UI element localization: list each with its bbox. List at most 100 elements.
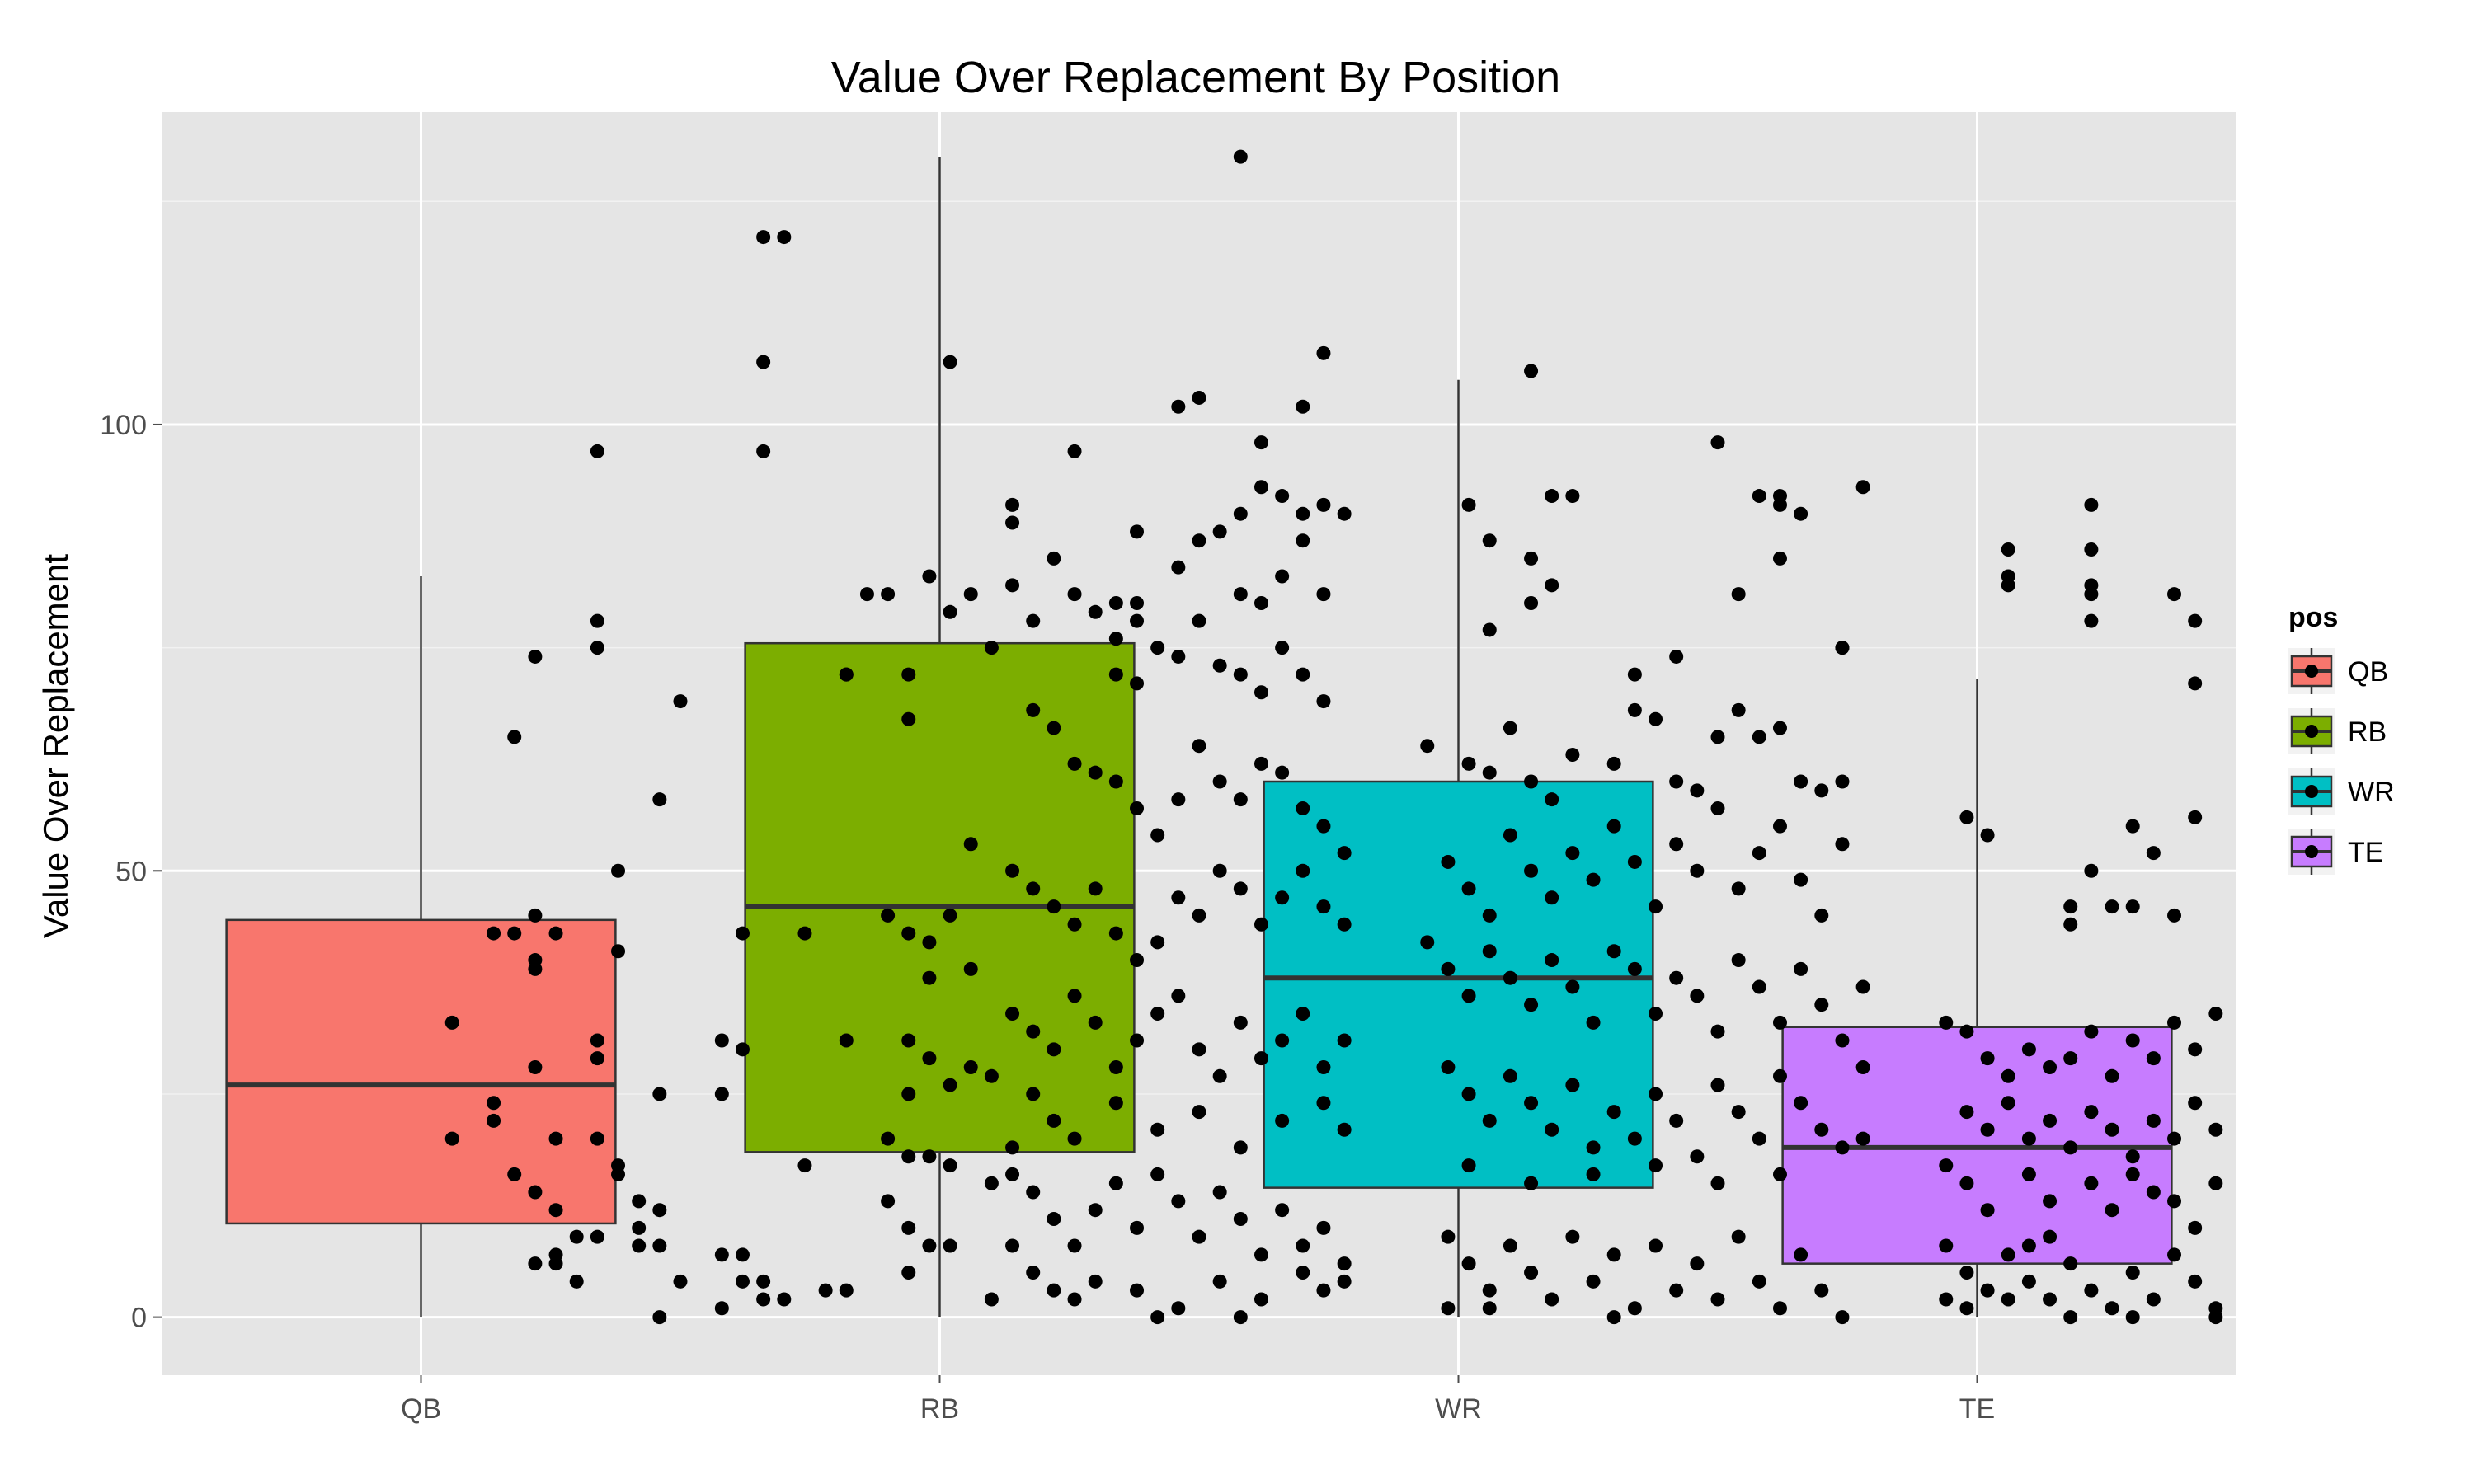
data-point-te [2105,1068,2119,1083]
data-point-te [2105,1122,2119,1137]
data-point-rb [1275,1203,1290,1218]
data-point-wr [1856,979,1870,994]
data-point-wr [1524,1265,1539,1280]
data-point-te [2021,1274,2036,1289]
data-point-qb [611,1167,626,1181]
data-point-rb [1296,399,1310,414]
data-point-wr [1752,979,1766,994]
data-point-qb [901,711,916,726]
data-point-wr [1690,863,1705,878]
data-point-qb [714,1301,729,1316]
data-point-qb [901,1220,916,1235]
data-point-te [1959,810,1974,824]
data-point-wr [1772,497,1787,512]
data-point-rb [1130,613,1145,628]
data-point-te [2167,1194,2182,1209]
data-point-wr [1524,551,1539,566]
data-point-rb [1130,1220,1145,1235]
data-point-qb [673,694,688,709]
data-point-wr [1649,1087,1663,1101]
data-point-rb [1005,497,1020,512]
data-point-rb [1337,917,1352,932]
data-point-qb [528,961,543,976]
data-point-rb [1026,702,1041,717]
data-point-wr [1669,970,1684,985]
legend-label-rb: RB [2348,716,2387,748]
data-point-qb [963,837,978,852]
data-point-wr [1649,1007,1663,1021]
data-point-te [2125,1167,2140,1181]
data-point-wr [1524,998,1539,1012]
data-point-te [2084,1283,2099,1298]
data-point-qb [984,641,999,655]
data-point-wr [1649,899,1663,914]
data-point-te [1959,1301,1974,1316]
data-point-rb [1192,739,1206,754]
data-point-wr [1441,1229,1456,1244]
data-point-qb [507,730,522,744]
data-point-qb [507,1167,522,1181]
box-wr [1263,780,1654,1189]
data-point-te [1980,1283,1995,1298]
data-point-qb [839,667,854,682]
data-point-qb [963,961,978,976]
data-point-rb [1316,1096,1331,1111]
data-point-rb [1275,765,1290,780]
data-point-wr [1627,854,1642,869]
data-point-rb [1212,1274,1227,1289]
data-point-qb [777,1292,792,1307]
data-point-wr [1565,1229,1580,1244]
data-point-rb [1253,1247,1268,1262]
data-point-qb [590,444,604,458]
data-point-rb [1212,524,1227,539]
data-point-te [2188,1274,2203,1289]
data-point-rb [1130,953,1145,968]
data-point-rb [1316,819,1331,834]
data-point-te [2208,1310,2223,1325]
data-point-rb [1253,595,1268,610]
data-point-rb [1067,917,1082,932]
data-point-rb [1026,1087,1041,1101]
data-point-te [1980,1122,1995,1137]
data-point-rb [1108,595,1123,610]
data-point-rb [1192,390,1206,405]
data-point-rb [1130,524,1145,539]
data-point-te [2105,899,2119,914]
data-point-te [2084,497,2099,512]
data-point-wr [1606,1105,1621,1120]
data-point-wr [1627,961,1642,976]
data-point-rb [1337,1256,1352,1271]
data-point-te [2001,1096,2015,1111]
data-point-qb [548,1256,563,1271]
data-point-rb [1233,1310,1248,1325]
data-point-qb [487,926,501,941]
data-point-te [2001,1247,2015,1262]
data-point-qb [528,649,543,664]
data-point-rb [1296,801,1310,815]
data-point-wr [1856,480,1870,495]
data-point-te [1939,1158,1954,1173]
data-point-rb [1026,1024,1041,1039]
data-point-wr [1710,730,1725,744]
data-point-rb [1047,1212,1061,1227]
data-point-wr [1710,1292,1725,1307]
data-point-rb [1047,1042,1061,1057]
data-point-te [2146,846,2161,861]
data-point-wr [1794,506,1808,521]
data-point-te [2043,1194,2058,1209]
data-point-rb [1233,792,1248,807]
data-point-te [2063,917,2078,932]
data-point-rb [1316,345,1331,360]
data-point-wr [1752,1274,1766,1289]
chart-title: Value Over Replacement By Position [831,53,1560,102]
box-rb [744,641,1136,1153]
data-point-rb [1005,863,1020,878]
data-point-rb [1171,1301,1186,1316]
data-point-te [2167,587,2182,602]
data-point-qb [922,1051,937,1066]
data-point-wr [1710,435,1725,450]
data-point-qb [756,1274,771,1289]
data-point-rb [1212,863,1227,878]
data-point-rb [1067,989,1082,1003]
legend-key-point-te [2305,845,2318,858]
